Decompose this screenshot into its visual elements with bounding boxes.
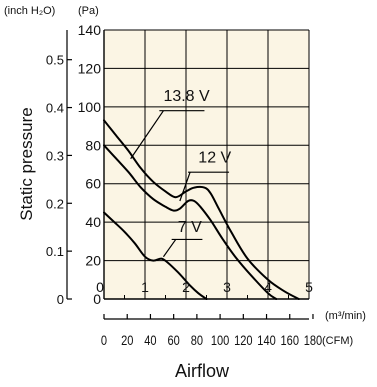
y2-tick-label: 0.3 [46,148,64,163]
series-label: 12 V [198,150,231,167]
cfm-tick-label: 100 [211,333,230,348]
x-tick-label: 5 [305,279,313,295]
x-tick-label: 4 [264,279,272,295]
y-tick-label: 20 [85,253,101,269]
y-tick-label: 140 [78,22,102,38]
cfm-tick-label: 160 [281,333,300,348]
series-label-leader [130,110,164,160]
cfm-tick-label: 120 [234,333,253,348]
y2-tick-label: 0 [57,292,64,307]
cfm-tick-label: 20 [121,333,133,348]
y-tick-label: 120 [78,60,102,76]
cfm-tick-label: 140 [257,333,276,348]
y-tick-label: 100 [78,99,102,115]
cfm-tick-label: 40 [144,333,156,348]
x-tick-label: 2 [182,279,190,295]
cfm-tick-label: 0 [101,333,107,348]
flow-unit-secondary: (CFM) [322,335,353,347]
y-tick-label: 80 [85,137,101,153]
tick-labels: 0 1 2 3 4 5 0 20 40 60 80 100 120 140 0 0.1 0.2 0.3 0.4 0.5… [46,22,322,348]
series-label: 7 V [178,219,202,236]
flow-unit-primary: (m³/min) [325,310,366,322]
series-label-leader [179,171,191,202]
series-label: 13.8 V [163,88,210,105]
y-tick-label: 0 [93,291,101,307]
series-curve-0 [103,119,300,300]
x-tick-label: 0 [96,279,104,295]
x-tick-label: 3 [223,279,231,295]
y2-tick-label: 0.2 [46,196,64,211]
curves [103,119,300,300]
pressure-unit-secondary: (inch H₂O) [4,5,55,17]
series-label-leader [162,239,177,258]
cfm-tick-label: 180 [304,333,323,348]
y-axis-title: Static pressure [17,107,36,220]
series-labels: 13.8 V 12 V 7 V [130,88,232,258]
series-curve-1 [103,144,278,300]
y-tick-label: 60 [85,176,101,192]
cfm-tick-label: 80 [191,333,203,348]
cfm-tick-label: 60 [168,333,180,348]
pressure-unit-primary: (Pa) [78,5,99,17]
y2-tick-label: 0.1 [46,244,64,259]
y-tick-label: 40 [85,214,101,230]
series-curve-2 [103,211,208,300]
x-axis-title: Airflow [175,361,230,381]
y2-tick-label: 0.5 [46,53,64,68]
y2-tick-label: 0.4 [46,101,64,116]
x-tick-label: 1 [141,279,149,295]
